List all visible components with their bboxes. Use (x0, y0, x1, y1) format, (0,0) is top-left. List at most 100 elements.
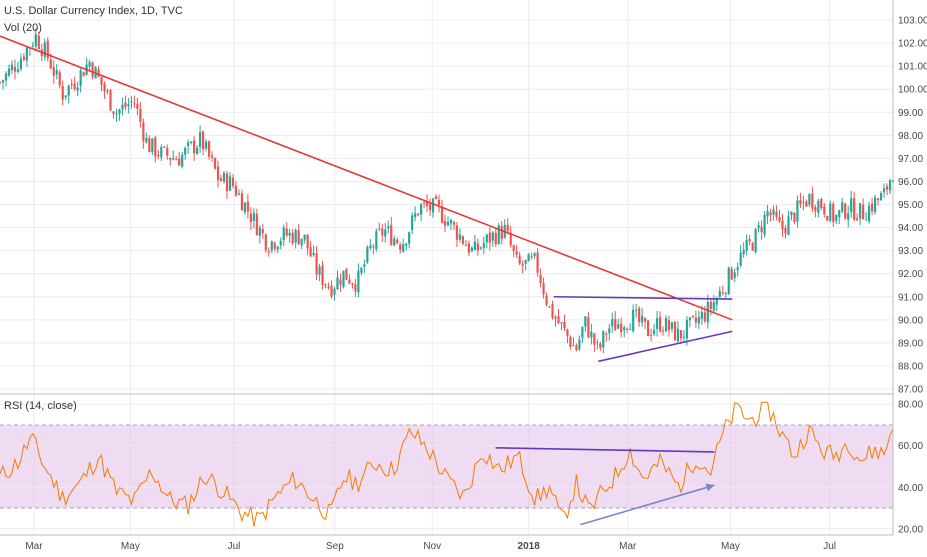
candle-body (443, 221, 447, 226)
rsi-tick-label: 80.00 (898, 400, 923, 411)
candle-body (826, 215, 829, 221)
candle-body (121, 104, 124, 110)
candle-body (76, 87, 79, 91)
candle-body (399, 244, 402, 250)
candle-body (844, 203, 847, 219)
candle-body (593, 333, 596, 345)
rsi-tick-label: 60.00 (898, 441, 923, 452)
candle-body (560, 322, 563, 324)
candle-body (291, 232, 294, 244)
candle-body (769, 212, 772, 216)
candle-body (841, 202, 844, 212)
candle-body (336, 277, 339, 290)
candle-body (533, 253, 536, 257)
candle-body (805, 201, 808, 207)
candle-body (16, 69, 20, 72)
candle-body (578, 339, 581, 350)
time-tick-label: Nov (423, 541, 441, 552)
candle-body (838, 210, 841, 217)
candle-body (330, 285, 333, 297)
candle-body (494, 232, 497, 245)
candle-body (154, 137, 157, 157)
candle-body (13, 66, 17, 72)
candle-body (249, 213, 252, 223)
candle-body (348, 279, 351, 284)
candle-body (216, 166, 220, 180)
candle-body (270, 241, 273, 251)
candle-body (276, 246, 279, 250)
candle-body (127, 104, 130, 107)
candle-body (455, 225, 459, 240)
candle-body (163, 146, 166, 148)
rsi-arrowhead (705, 483, 715, 492)
candle-body (393, 238, 396, 246)
price-tick-label: 97.00 (898, 154, 923, 165)
candle-body (584, 316, 587, 327)
candle-body (396, 239, 399, 244)
candle-body (222, 172, 226, 182)
triangle-lower-line (598, 330, 733, 363)
candle-body (862, 204, 865, 220)
candle-body (300, 238, 303, 246)
candle-body (100, 76, 103, 86)
candle-body (727, 267, 730, 294)
candle-body (178, 158, 181, 166)
candle-body (620, 323, 623, 333)
candle-body (166, 147, 169, 156)
candle-body (847, 213, 850, 220)
candle-body (856, 218, 859, 221)
candle-body (554, 317, 557, 319)
candle-body (557, 316, 560, 324)
candle-body (237, 193, 241, 195)
price-tick-label: 103.00 (898, 16, 927, 27)
candle-body (315, 253, 318, 275)
candle-body (288, 232, 291, 236)
candle-body (811, 193, 814, 209)
candle-body (700, 311, 703, 319)
candle-body (219, 178, 223, 181)
time-tick-label: May (721, 541, 740, 552)
candle-body (685, 319, 689, 339)
candle-body (342, 270, 345, 288)
candle-body (446, 221, 450, 226)
candle-body (688, 317, 692, 321)
candle-body (635, 309, 638, 311)
candle-body (751, 243, 754, 251)
candle-body (351, 283, 354, 285)
candle-body (207, 141, 211, 157)
candle-body (327, 286, 330, 288)
candle-body (387, 226, 390, 229)
candle-body (103, 84, 106, 92)
candle-body (402, 244, 405, 252)
time-tick-label: Mar (25, 541, 43, 552)
candle-body (172, 157, 175, 160)
candle-body (213, 158, 217, 169)
candle-body (739, 252, 742, 266)
candle-body (641, 315, 644, 323)
candle-body (10, 64, 14, 71)
candle-body (309, 247, 312, 257)
time-tick-label: Jul (823, 541, 836, 552)
candle-body (303, 234, 306, 240)
price-tick-label: 95.00 (898, 200, 923, 211)
candle-body (518, 255, 521, 264)
candle-body (142, 122, 145, 141)
candle-body (312, 252, 315, 255)
candle-body (193, 140, 196, 154)
price-tick-label: 89.00 (898, 338, 923, 349)
candle-body (709, 301, 712, 309)
candle-body (73, 83, 76, 90)
candle-body (715, 298, 718, 305)
candle-body (509, 232, 512, 246)
price-tick-label: 88.00 (898, 361, 923, 372)
candle-body (626, 328, 629, 330)
rsi-label: RSI (14, close) (4, 400, 77, 412)
candle-body (515, 251, 518, 255)
candle-body (461, 236, 465, 244)
price-tick-label: 94.00 (898, 223, 923, 234)
candle-body (148, 137, 151, 153)
candle-body (88, 62, 91, 67)
candle-body (853, 198, 856, 220)
candle-body (679, 330, 683, 339)
candle-body (118, 109, 121, 114)
